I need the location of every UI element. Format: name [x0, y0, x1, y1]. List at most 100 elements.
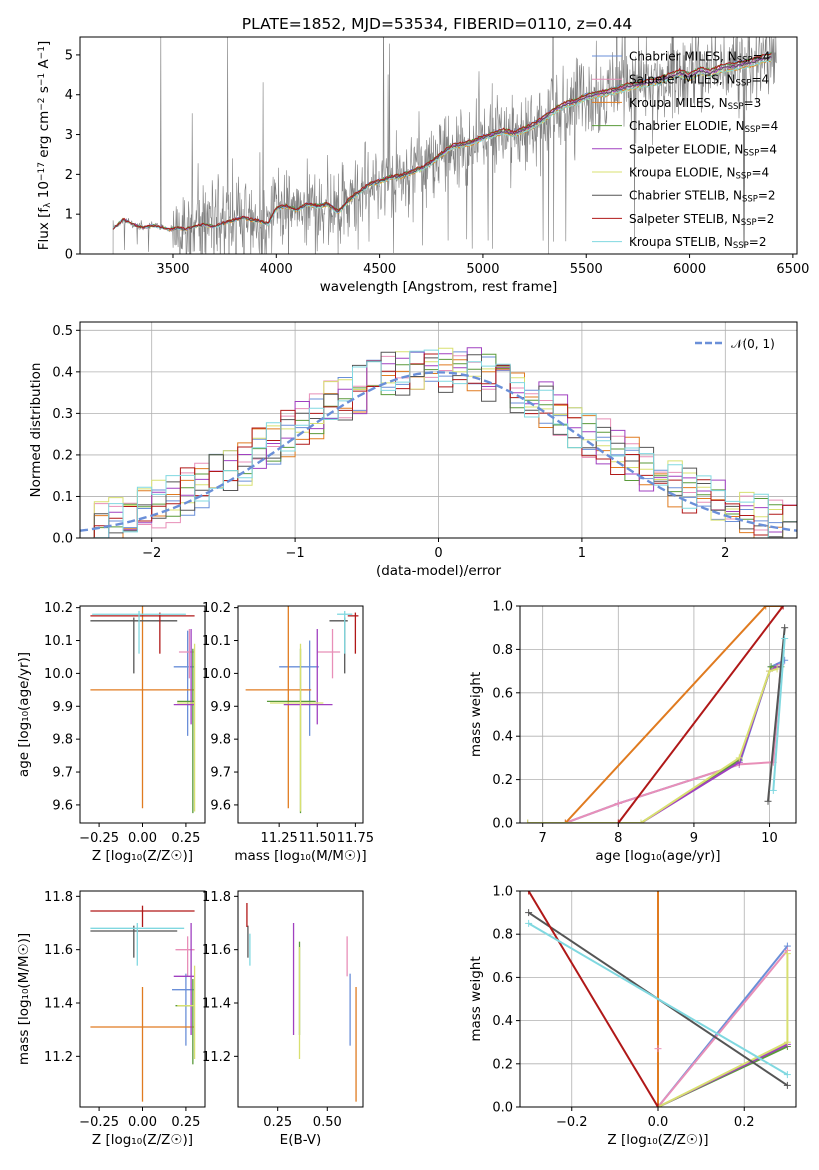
y-tick-label: 11.8	[202, 890, 231, 905]
x-tick-label: 9	[690, 831, 698, 846]
y-tick-label: 2	[65, 168, 73, 183]
legend-entry: Chabrier STELIB, NSSP=2	[629, 189, 776, 205]
massweight-line-kroupa-stelib	[528, 922, 788, 1076]
y-tick-label: 0.3	[52, 407, 73, 422]
y-tick-label: 11.4	[202, 997, 231, 1012]
y-tick-label: 0.4	[492, 730, 513, 745]
y-tick-label: 0.0	[492, 817, 513, 832]
y-axis-label: mass weight	[468, 956, 484, 1041]
x-tick-label: 7	[539, 831, 547, 846]
y-axis-label: age [log₁₀(age/yr)]	[16, 652, 32, 777]
legend-entry: Kroupa STELIB, NSSP=2	[629, 235, 767, 251]
x-tick-label: 4000	[260, 262, 293, 277]
massweight-line-kroupa-stelib	[772, 638, 786, 791]
x-tick-label: 5500	[570, 262, 603, 277]
x-axis-label: Z [log₁₀(Z/Z☉)]	[92, 848, 193, 864]
y-tick-label: 10.1	[44, 634, 73, 649]
y-tick-label: 0.6	[492, 971, 513, 986]
plot-area	[90, 606, 196, 814]
x-axis-label: mass [log₁₀(M/M☉)]	[234, 848, 366, 864]
x-tick-label: 11.25	[261, 831, 298, 846]
legend-entry: Kroupa ELODIE, NSSP=4	[629, 166, 769, 182]
plot-area	[246, 903, 357, 1102]
massweight-line-chabrier-stelib	[767, 627, 786, 802]
massweight-line-salpeter-miles	[657, 949, 789, 1107]
x-tick-label: 0.25	[263, 1115, 292, 1130]
x-tick-label: −2	[142, 546, 161, 561]
y-tick-label: 0.2	[492, 773, 513, 788]
x-axis-label: Z [log₁₀(Z/Z☉)]	[92, 1132, 193, 1148]
legend-entry: Kroupa MILES, NSSP=3	[629, 96, 761, 112]
plot-area	[112, 37, 777, 254]
y-tick-label: 0.2	[52, 448, 73, 463]
y-tick-label: 4	[65, 88, 73, 103]
x-tick-label: 6500	[776, 262, 809, 277]
massweight-line-kroupa-miles	[564, 606, 781, 823]
y-tick-label: 10.1	[202, 634, 231, 649]
x-tick-label: 3500	[156, 262, 189, 277]
panel-mass-vs-Z: −0.25 0.00 0.25 11.2 11.4 11.6 11.8 Z [log₁₀(Z/…	[16, 890, 206, 1148]
y-tick-label: 5	[65, 48, 73, 63]
x-tick-label: 1	[578, 546, 586, 561]
legend-entry: Chabrier MILES, NSSP=4	[629, 50, 770, 66]
legend-entry: Salpeter STELIB, NSSP=2	[629, 212, 774, 228]
x-tick-label: 4500	[363, 262, 396, 277]
panel-spectrum: Chabrier MILES, NSSP=4 Salpeter MILES, NS…	[36, 36, 809, 295]
observed-spectrum-line	[112, 37, 777, 254]
x-tick-label: 0.2	[734, 1115, 755, 1130]
massweight-line-kroupa-elodie	[527, 667, 778, 823]
x-tick-label: 5000	[466, 262, 499, 277]
x-tick-label: 0.25	[171, 831, 200, 846]
x-tick-label: 0.00	[128, 1115, 157, 1130]
x-tick-label: 8	[614, 831, 622, 846]
y-tick-label: 1.0	[492, 600, 513, 615]
normal-distribution-curve	[80, 371, 797, 532]
model-line-salpeter-stelib	[112, 53, 772, 231]
panel-age-vs-Z: −0.25 0.00 0.25 9.6 9.7 9.8 9.9 10.0 10.1 10.2 Z […	[16, 601, 206, 864]
y-tick-label: 0.6	[492, 686, 513, 701]
plot-area	[90, 905, 196, 1102]
y-tick-label: 0.4	[492, 1014, 513, 1029]
x-tick-label: 0.0	[648, 1115, 669, 1130]
x-axis-label: Z [log₁₀(Z/Z☉)]	[607, 1132, 708, 1148]
y-tick-label: 10.2	[202, 601, 231, 616]
spectrum-legend: Chabrier MILES, NSSP=4 Salpeter MILES, NS…	[592, 50, 778, 251]
y-tick-label: 11.2	[202, 1050, 231, 1065]
plot-area	[80, 322, 797, 538]
y-tick-label: 11.4	[44, 997, 73, 1012]
model-line-chabrier-stelib	[112, 55, 772, 231]
panel-age-vs-mass: 11.25 11.50 11.75 9.6 9.7 9.8 9.9 10.0 10.1 10.2 m…	[202, 601, 374, 864]
x-axis-label: (data-model)/error	[376, 563, 502, 579]
y-tick-label: 0.1	[52, 490, 73, 505]
x-tick-label: 2	[721, 546, 729, 561]
massweight-line-salpeter-elodie	[527, 665, 778, 823]
histogram-chabrier-stelib	[80, 351, 797, 538]
y-tick-label: 11.6	[44, 943, 73, 958]
y-tick-label: 0.4	[52, 365, 73, 380]
y-tick-label: 0.2	[492, 1057, 513, 1072]
x-tick-label: −0.25	[79, 831, 119, 846]
plot-area	[245, 606, 359, 814]
x-tick-label: 0.25	[171, 1115, 200, 1130]
panel-massweight-vs-Z: −0.2 0.0 0.2 0.0 0.2 0.4 0.6 0.8 1.0 Z [log₁₀(Z/Z…	[468, 885, 797, 1148]
y-axis-label: mass [log₁₀(M/M☉)]	[16, 933, 32, 1065]
y-tick-label: 0.0	[52, 532, 73, 547]
y-axis-label: Flux [fλ 10−17 erg cm−2 s−1 A−1]	[36, 41, 53, 251]
x-axis-label: E(B-V)	[280, 1132, 322, 1148]
histogram-kroupa-stelib	[80, 349, 797, 538]
y-axis-label: mass weight	[468, 672, 484, 757]
legend-entry: Chabrier ELODIE, NSSP=4	[629, 119, 778, 135]
y-tick-label: 11.8	[44, 890, 73, 905]
y-tick-label: 11.2	[44, 1050, 73, 1065]
y-tick-label: 1	[65, 208, 73, 223]
x-tick-label: 6000	[673, 262, 706, 277]
legend-entry: 𝒩(0, 1)	[731, 337, 775, 351]
x-axis-label: age [log₁₀(age/yr)]	[595, 848, 720, 864]
panel-residuals: 𝒩(0, 1) −2 −1 0 1 2 0.0 0.1 0.2 0.3 0.4 0.5 (data-mo…	[28, 321, 798, 579]
y-tick-label: 0.5	[52, 324, 73, 339]
x-tick-label: 0.50	[313, 1115, 342, 1130]
y-tick-label: 1.0	[492, 885, 513, 900]
x-tick-label: 10	[761, 831, 778, 846]
plot-area	[520, 891, 796, 1107]
